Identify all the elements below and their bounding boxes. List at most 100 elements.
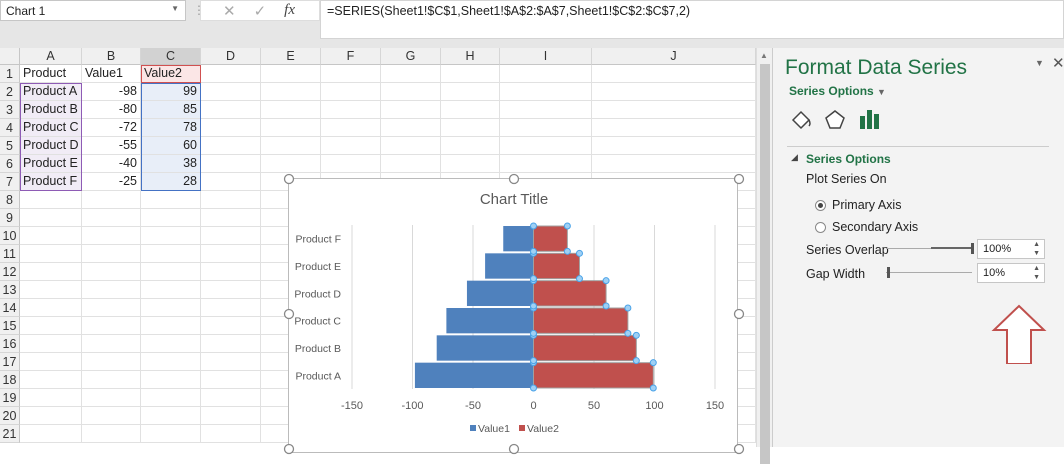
bar-Value1-Product-F[interactable] (503, 226, 534, 252)
column-header-H[interactable]: H (441, 48, 500, 65)
cell-H6[interactable] (441, 155, 500, 173)
chart-title[interactable]: Chart Title (480, 191, 548, 208)
cell-C20[interactable] (141, 407, 201, 425)
cell-A16[interactable] (20, 335, 82, 353)
cell-B12[interactable] (82, 263, 141, 281)
cell-C21[interactable] (141, 425, 201, 443)
cell-A19[interactable] (20, 389, 82, 407)
cell-D21[interactable] (201, 425, 261, 443)
collapse-triangle-icon[interactable]: ◢ (791, 152, 798, 162)
column-header-J[interactable]: J (592, 48, 756, 65)
selection-handle[interactable] (530, 384, 537, 392)
cell-B20[interactable] (82, 407, 141, 425)
series-options-dropdown[interactable]: Series Options ▼ (789, 84, 886, 98)
cell-I6[interactable] (500, 155, 592, 173)
cell-F1[interactable] (321, 65, 381, 83)
selection-handle[interactable] (563, 222, 571, 230)
cell-B15[interactable] (82, 317, 141, 335)
chart-resize-handle[interactable] (508, 173, 520, 185)
cell-D12[interactable] (201, 263, 261, 281)
row-header-16[interactable]: 16 (0, 335, 20, 353)
cell-D15[interactable] (201, 317, 261, 335)
cell-B5[interactable]: -55 (82, 137, 141, 155)
row-header-11[interactable]: 11 (0, 245, 20, 263)
cell-A12[interactable] (20, 263, 82, 281)
cell-D13[interactable] (201, 281, 261, 299)
cell-A14[interactable] (20, 299, 82, 317)
row-header-15[interactable]: 15 (0, 317, 20, 335)
cell-D11[interactable] (201, 245, 261, 263)
cell-D17[interactable] (201, 353, 261, 371)
cell-F6[interactable] (321, 155, 381, 173)
cell-E1[interactable] (261, 65, 321, 83)
cell-C18[interactable] (141, 371, 201, 389)
scroll-up-icon[interactable]: ▲ (760, 51, 768, 60)
vertical-scrollbar[interactable]: ▲ (756, 48, 772, 464)
selection-handle[interactable] (624, 329, 632, 337)
cell-J5[interactable] (592, 137, 756, 155)
cell-C10[interactable] (141, 227, 201, 245)
cell-A10[interactable] (20, 227, 82, 245)
name-box[interactable]: Chart 1 ▼ (0, 0, 186, 21)
cell-A4[interactable]: Product C (20, 119, 82, 137)
selection-handle[interactable] (575, 275, 583, 283)
cell-G1[interactable] (381, 65, 441, 83)
cell-A13[interactable] (20, 281, 82, 299)
cell-D4[interactable] (201, 119, 261, 137)
selection-handle[interactable] (632, 357, 640, 365)
cell-D16[interactable] (201, 335, 261, 353)
cell-A8[interactable] (20, 191, 82, 209)
chevron-down-icon[interactable]: ▼ (171, 4, 179, 13)
enter-icon[interactable]: ✓ (253, 2, 267, 20)
bar-Value2-Product-F[interactable] (533, 225, 568, 252)
bar-Value1-Product-D[interactable] (466, 280, 534, 306)
chart-resize-handle[interactable] (733, 308, 745, 320)
cell-B4[interactable]: -72 (82, 119, 141, 137)
bar-Value2-Product-C[interactable] (533, 307, 629, 334)
cancel-icon[interactable]: ✕ (223, 2, 236, 20)
chart-resize-handle[interactable] (283, 173, 295, 185)
scroll-thumb[interactable] (760, 64, 770, 464)
cell-G3[interactable] (381, 101, 441, 119)
secondary-axis-radio[interactable]: Secondary Axis (815, 220, 918, 234)
row-header-12[interactable]: 12 (0, 263, 20, 281)
column-header-I[interactable]: I (500, 48, 592, 65)
formula-bar[interactable]: =SERIES(Sheet1!$C$1,Sheet1!$A$2:$A$7,She… (320, 0, 1064, 39)
column-header-G[interactable]: G (381, 48, 441, 65)
cell-B9[interactable] (82, 209, 141, 227)
fx-icon[interactable]: fx (284, 2, 295, 18)
cell-D7[interactable] (201, 173, 261, 191)
selection-handle[interactable] (632, 331, 640, 339)
series-overlap-spinner[interactable]: 100% ▲ ▼ (977, 239, 1045, 259)
cell-A1[interactable]: Product (20, 65, 82, 83)
row-header-7[interactable]: 7 (0, 173, 20, 191)
bar-Value1-Product-C[interactable] (446, 308, 534, 334)
selection-handle[interactable] (530, 222, 537, 230)
column-header-E[interactable]: E (261, 48, 321, 65)
cell-D18[interactable] (201, 371, 261, 389)
cell-C11[interactable] (141, 245, 201, 263)
selection-handle[interactable] (530, 357, 537, 365)
row-header-1[interactable]: 1 (0, 65, 20, 83)
row-header-18[interactable]: 18 (0, 371, 20, 389)
row-header-10[interactable]: 10 (0, 227, 20, 245)
legend-Value2[interactable]: Value2 (527, 423, 559, 435)
row-header-17[interactable]: 17 (0, 353, 20, 371)
cell-G5[interactable] (381, 137, 441, 155)
cell-B2[interactable]: -98 (82, 83, 141, 101)
cell-B6[interactable]: -40 (82, 155, 141, 173)
cell-J6[interactable] (592, 155, 756, 173)
cell-A5[interactable]: Product D (20, 137, 82, 155)
bar-Value2-Product-B[interactable] (533, 334, 637, 362)
cell-B19[interactable] (82, 389, 141, 407)
cell-B16[interactable] (82, 335, 141, 353)
cell-C19[interactable] (141, 389, 201, 407)
cell-H3[interactable] (441, 101, 500, 119)
column-header-F[interactable]: F (321, 48, 381, 65)
cell-I5[interactable] (500, 137, 592, 155)
selection-handle[interactable] (530, 247, 537, 255)
cell-I3[interactable] (500, 101, 592, 119)
cell-B18[interactable] (82, 371, 141, 389)
cell-D5[interactable] (201, 137, 261, 155)
cell-F2[interactable] (321, 83, 381, 101)
